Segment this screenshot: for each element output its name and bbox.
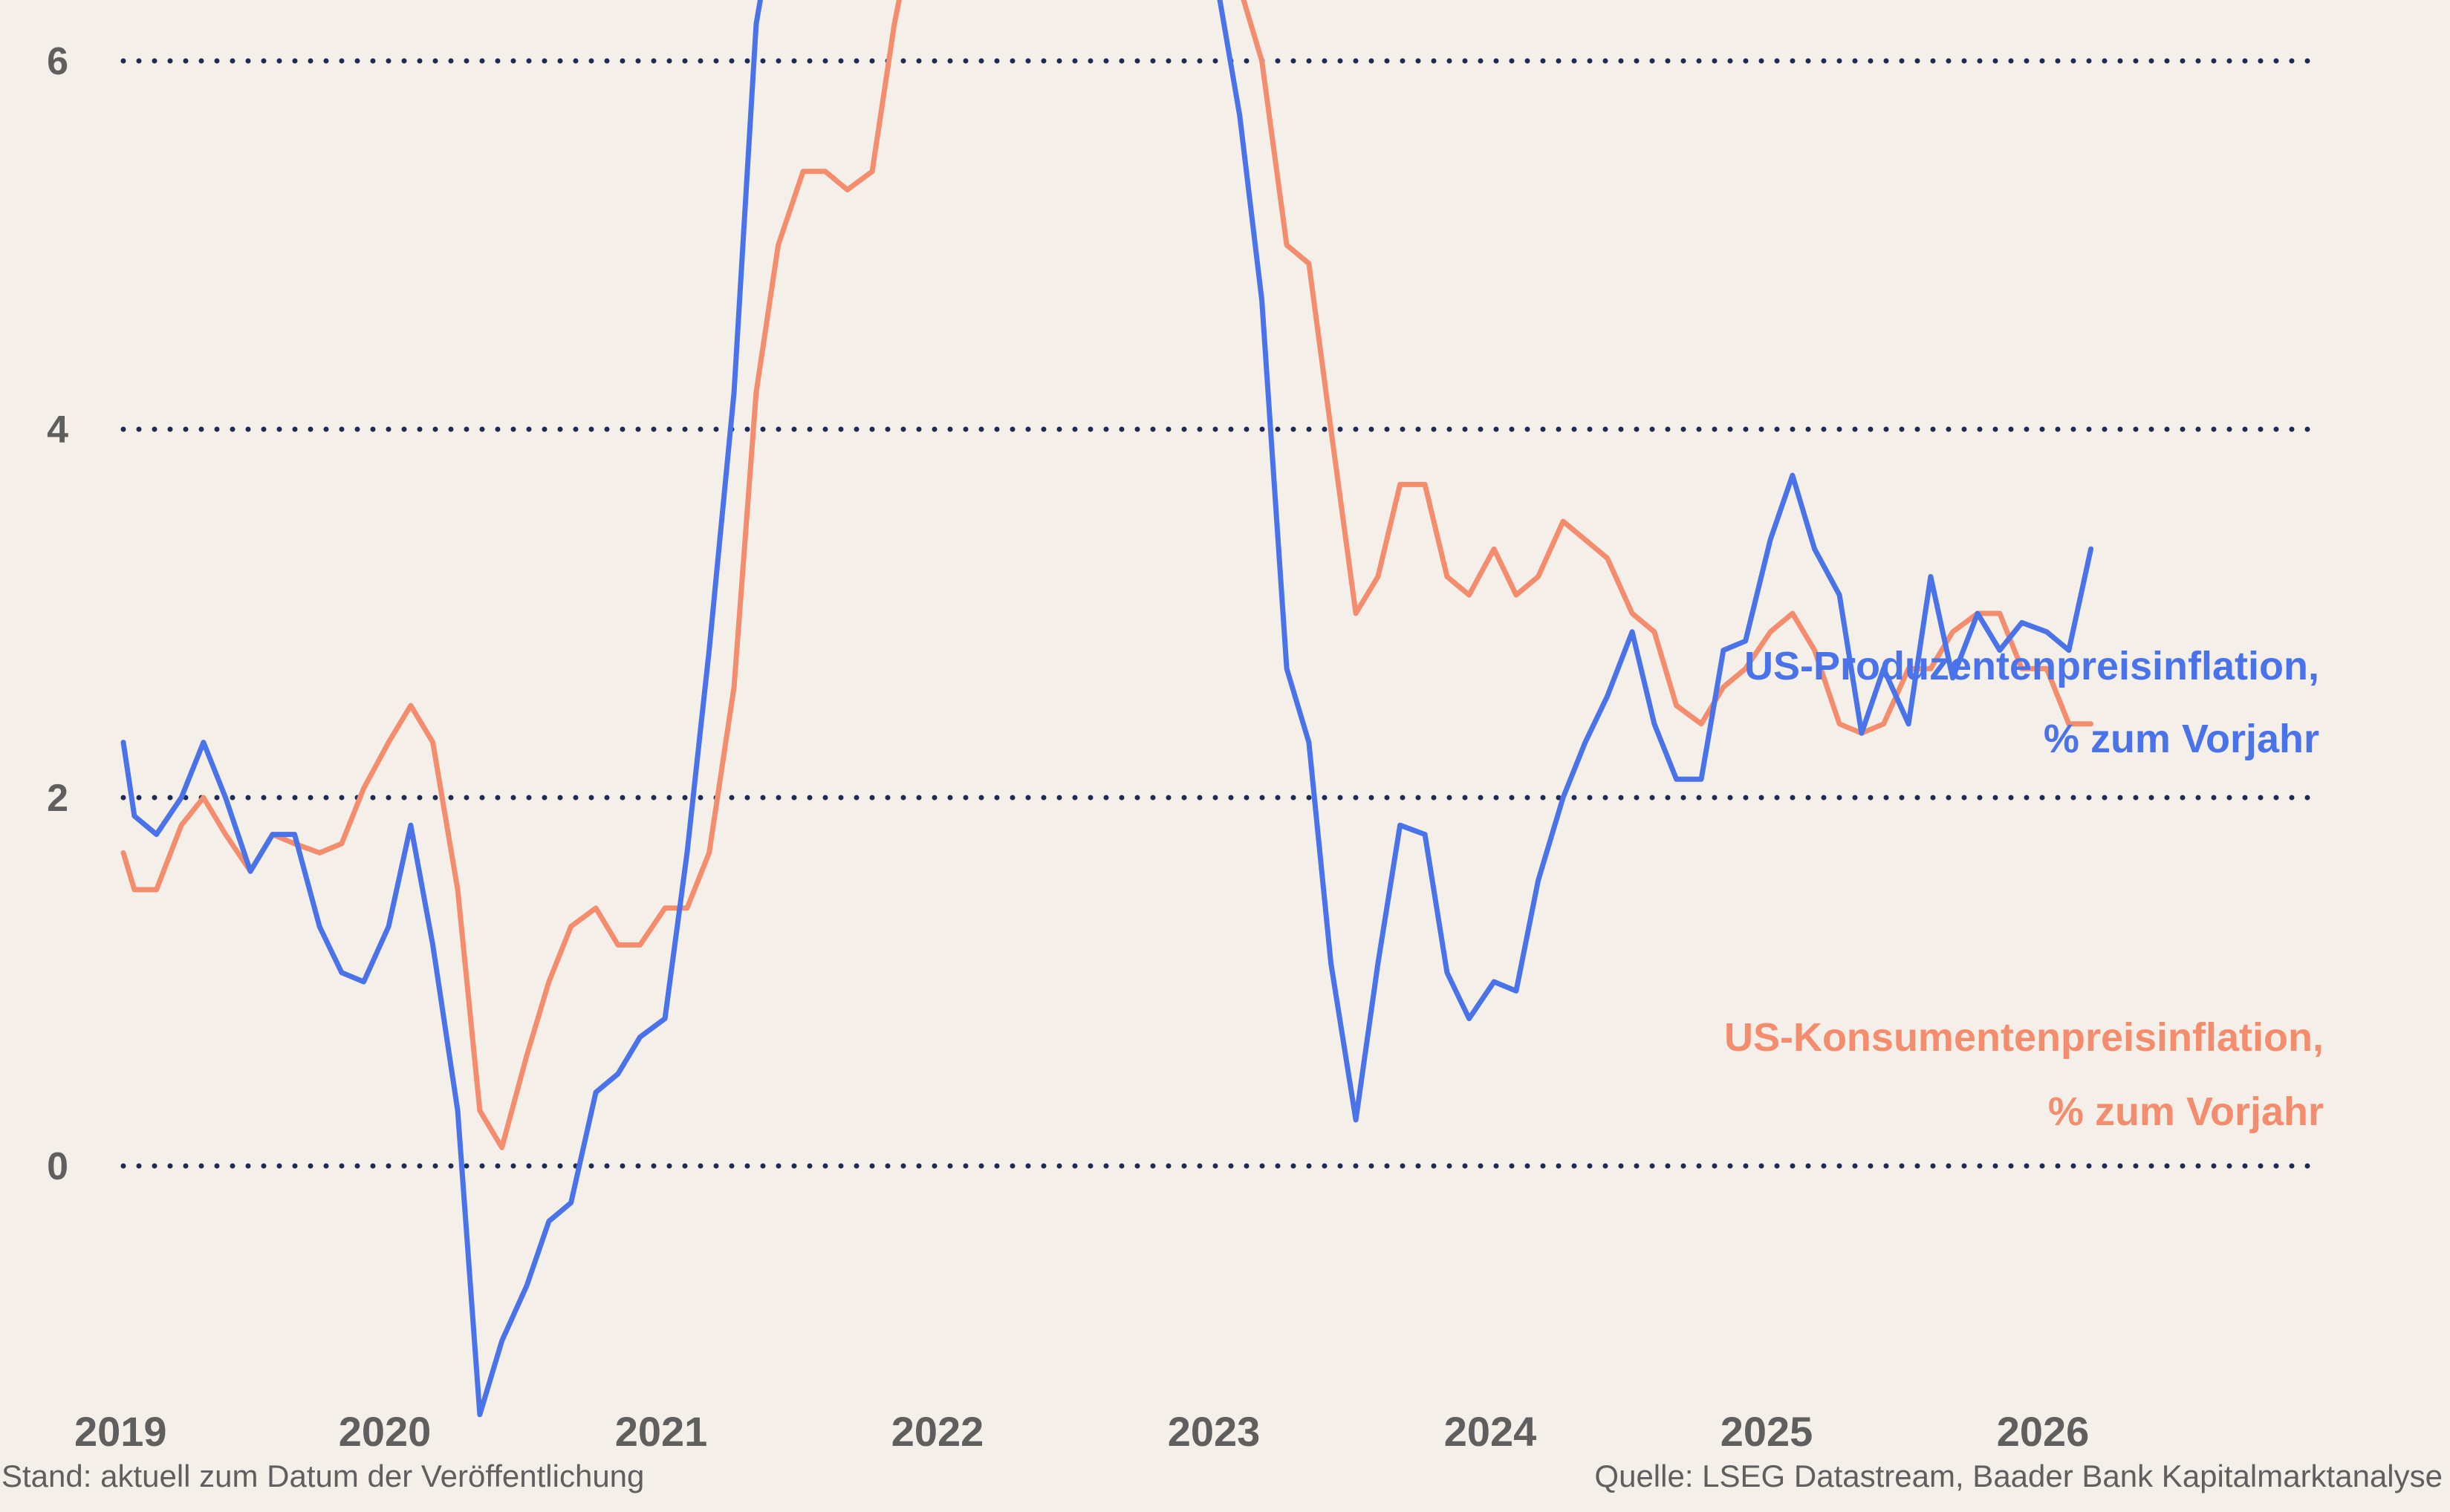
series-line-cpi [120,0,2094,1150]
series-lines [120,0,2094,1418]
y-axis: 121086420-2 [47,40,68,1188]
y-tick-label: 0 [47,1145,68,1188]
x-tick-label: 2024 [1444,1408,1537,1455]
y-tick-label: 4 [47,408,68,452]
series-line-ppi [120,0,2094,1418]
x-axis: 2019 2020 2021 2022 2023 2024 2025 2026 [74,1408,2089,1455]
x-tick-label: 2022 [891,1408,984,1455]
x-tick-label: 2023 [1168,1408,1261,1455]
footer-note: Stand: aktuell zum Datum der Veröffentli… [1,1459,644,1493]
x-tick-label: 2026 [1997,1408,2090,1455]
legend-cpi-line2: % zum Vorjahr [2048,1089,2324,1134]
x-tick-label: 2021 [615,1408,708,1455]
legend-ppi-line1: US-Produzentenpreisinflation, [1744,644,2319,688]
legend-cpi-line1: US-Konsumentenpreisinflation, [1724,1015,2324,1060]
legend-ppi: US-Produzentenpreisinflation, % zum Vorj… [1744,644,2319,761]
y-tick-label: 6 [47,40,68,83]
legend-ppi-line2: % zum Vorjahr [2044,717,2319,761]
gridlines [120,58,2322,1169]
y-tick-label: 2 [47,777,68,820]
x-tick-label: 2020 [339,1408,432,1455]
legend-cpi: US-Konsumentenpreisinflation, % zum Vorj… [1724,1015,2324,1134]
footer-source: Quelle: LSEG Datastream, Baader Bank Kap… [1594,1459,2443,1493]
x-tick-label: 2025 [1720,1408,1813,1455]
x-tick-label: 2019 [74,1408,167,1455]
